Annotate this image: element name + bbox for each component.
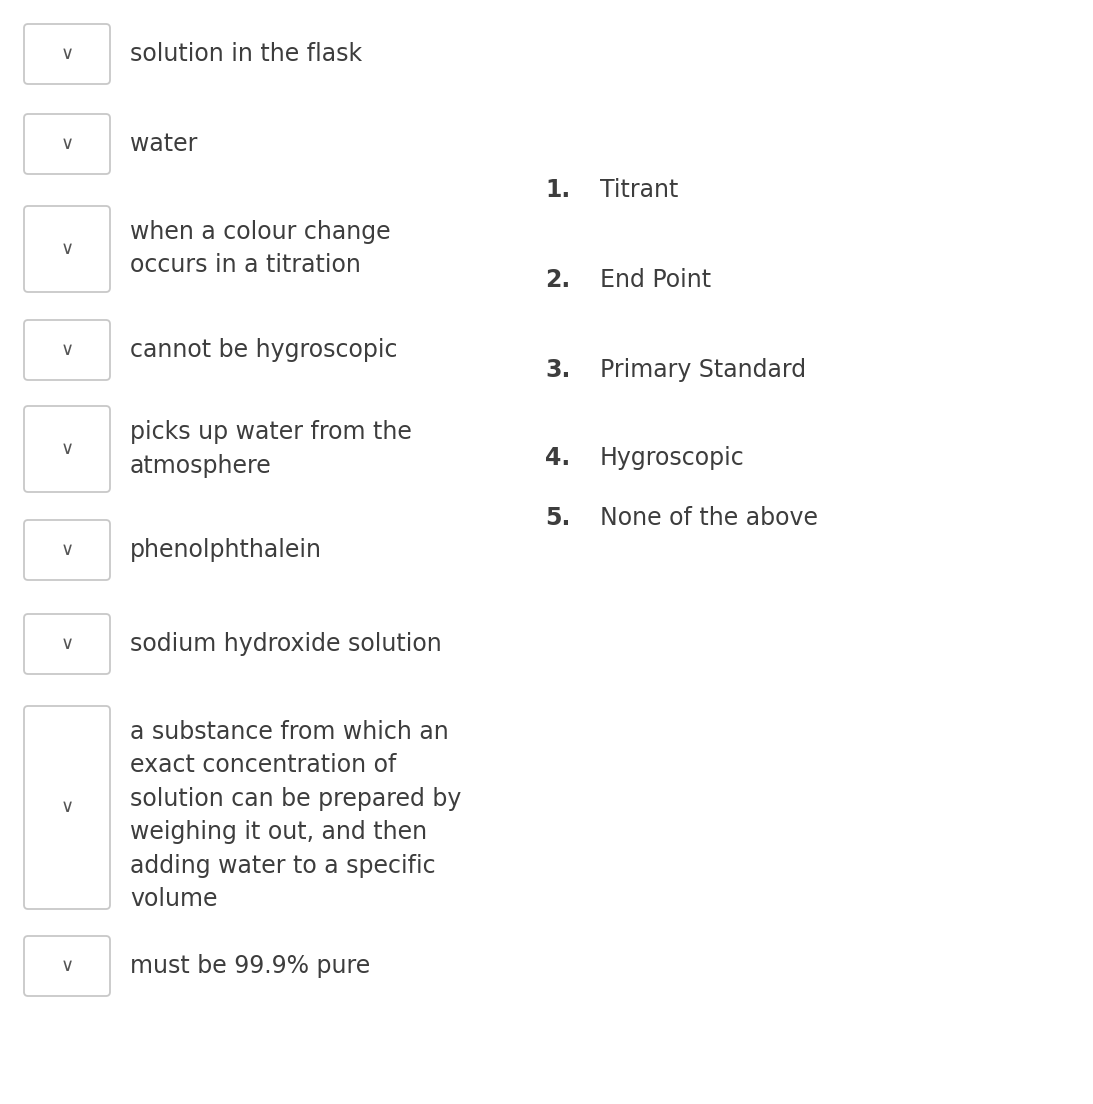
- FancyBboxPatch shape: [24, 614, 110, 675]
- Text: Hygroscopic: Hygroscopic: [600, 446, 744, 470]
- FancyBboxPatch shape: [24, 936, 110, 996]
- Text: 1.: 1.: [545, 178, 571, 202]
- Text: must be 99.9% pure: must be 99.9% pure: [130, 954, 371, 978]
- FancyBboxPatch shape: [24, 114, 110, 174]
- FancyBboxPatch shape: [24, 705, 110, 909]
- Text: 4.: 4.: [545, 446, 571, 470]
- Text: Primary Standard: Primary Standard: [600, 358, 807, 382]
- Text: sodium hydroxide solution: sodium hydroxide solution: [130, 631, 442, 656]
- Text: water: water: [130, 132, 198, 156]
- Text: cannot be hygroscopic: cannot be hygroscopic: [130, 338, 398, 362]
- Text: phenolphthalein: phenolphthalein: [130, 538, 322, 562]
- Text: ∨: ∨: [60, 541, 73, 559]
- FancyBboxPatch shape: [24, 320, 110, 380]
- Text: ∨: ∨: [60, 135, 73, 153]
- Text: ∨: ∨: [60, 440, 73, 458]
- Text: End Point: End Point: [600, 268, 712, 291]
- FancyBboxPatch shape: [24, 520, 110, 580]
- FancyBboxPatch shape: [24, 406, 110, 492]
- Text: None of the above: None of the above: [600, 506, 818, 530]
- Text: ∨: ∨: [60, 957, 73, 975]
- Text: solution in the flask: solution in the flask: [130, 42, 362, 66]
- Text: ∨: ∨: [60, 240, 73, 258]
- Text: ∨: ∨: [60, 635, 73, 652]
- Text: picks up water from the
atmosphere: picks up water from the atmosphere: [130, 420, 412, 478]
- Text: 3.: 3.: [545, 358, 571, 382]
- FancyBboxPatch shape: [24, 24, 110, 84]
- Text: ∨: ∨: [60, 45, 73, 63]
- Text: ∨: ∨: [60, 341, 73, 359]
- Text: Titrant: Titrant: [600, 178, 679, 202]
- Text: a substance from which an
exact concentration of
solution can be prepared by
wei: a substance from which an exact concentr…: [130, 720, 461, 912]
- Text: ∨: ∨: [60, 798, 73, 817]
- Text: 2.: 2.: [545, 268, 571, 291]
- FancyBboxPatch shape: [24, 206, 110, 291]
- Text: 5.: 5.: [545, 506, 571, 530]
- Text: when a colour change
occurs in a titration: when a colour change occurs in a titrati…: [130, 220, 390, 277]
